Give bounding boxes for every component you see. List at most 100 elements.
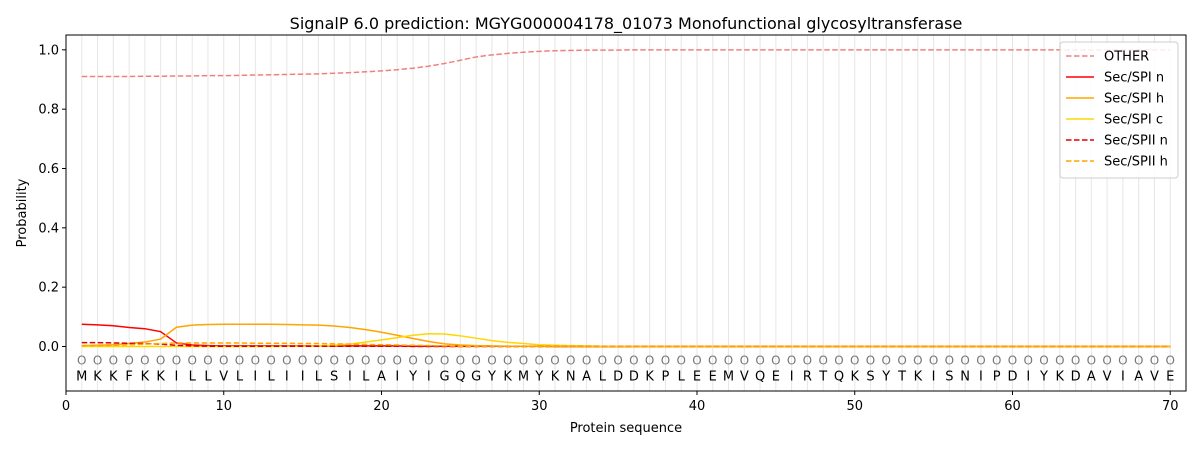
series-line-0 <box>81 49 1171 78</box>
residue-label: I <box>1026 370 1030 385</box>
residue-label: Y <box>408 370 417 385</box>
series-layer <box>81 49 1171 348</box>
residue-label: K <box>109 370 118 385</box>
x-axis-label: Protein sequence <box>570 421 682 436</box>
residue-label: L <box>204 370 212 385</box>
residue-label: G <box>440 370 450 385</box>
y-tick-label: 0.4 <box>38 221 59 236</box>
y-axis-label: Probability <box>15 178 30 247</box>
predicted-label: O <box>1071 353 1080 367</box>
residue-label: S <box>945 370 953 385</box>
plot-frame <box>65 34 1187 392</box>
predicted-label: O <box>945 353 954 367</box>
x-tick-label: 10 <box>215 399 232 414</box>
legend: OTHER Sec/SPI n Sec/SPI h Sec/SPI c Sec/SPII… <box>1059 41 1179 179</box>
predicted-label: O <box>93 353 102 367</box>
residue-label: V <box>1103 370 1112 385</box>
residue-label: Y <box>1039 370 1048 385</box>
predicted-label: O <box>992 353 1001 367</box>
residue-label: I <box>175 370 179 385</box>
residue-label: I <box>253 370 257 385</box>
legend-label: Sec/SPI n <box>1104 71 1164 86</box>
residue-label: D <box>613 370 623 385</box>
residue-label: L <box>189 370 197 385</box>
predicted-label: O <box>645 353 654 367</box>
residue-label: L <box>315 370 323 385</box>
predicted-label: O <box>834 353 843 367</box>
legend-label: Sec/SPI c <box>1104 113 1163 128</box>
legend-label: OTHER <box>1104 50 1149 65</box>
predicted-label: O <box>976 353 985 367</box>
residue-label: I <box>348 370 352 385</box>
predicted-label: O <box>1102 353 1111 367</box>
residue-label: K <box>1056 370 1065 385</box>
predicted-label: O <box>361 353 370 367</box>
grid-layer <box>81 35 1171 391</box>
x-tick-label: 60 <box>1004 399 1021 414</box>
residue-label: I <box>395 370 399 385</box>
residue-label: E <box>1166 370 1174 385</box>
legend-label: Sec/SPII n <box>1104 134 1168 149</box>
residue-label: I <box>427 370 431 385</box>
x-tick-label: 70 <box>1162 399 1179 414</box>
residue-label: I <box>979 370 983 385</box>
x-tick-label: 50 <box>846 399 863 414</box>
predicted-label: O <box>866 353 875 367</box>
predicted-label: O <box>487 353 496 367</box>
residue-label: I <box>1121 370 1125 385</box>
sequence-labels: OMOKOKOFOKOKOIOLOLOVOLOIOLOIOIOLOSOIOLOA… <box>76 353 1175 384</box>
predicted-label: O <box>251 353 260 367</box>
residue-label: F <box>125 370 132 385</box>
residue-label: Y <box>881 370 890 385</box>
predicted-label: O <box>1118 353 1127 367</box>
predicted-label: O <box>929 353 938 367</box>
predicted-label: O <box>109 353 118 367</box>
residue-label: V <box>219 370 228 385</box>
residue-label: Y <box>534 370 543 385</box>
y-tick-label: 0.2 <box>38 281 59 296</box>
residue-label: M <box>518 370 529 385</box>
predicted-label: O <box>724 353 733 367</box>
residue-label: K <box>914 370 923 385</box>
residue-label: T <box>818 370 827 385</box>
residue-label: L <box>236 370 244 385</box>
predicted-label: O <box>771 353 780 367</box>
legend-box <box>1059 41 1179 179</box>
y-tick-label: 1.0 <box>38 43 59 58</box>
predicted-label: O <box>629 353 638 367</box>
residue-label: K <box>503 370 512 385</box>
residue-label: L <box>267 370 275 385</box>
residue-label: M <box>76 370 87 385</box>
predicted-label: O <box>818 353 827 367</box>
residue-label: K <box>93 370 102 385</box>
predicted-label: O <box>566 353 575 367</box>
residue-label: T <box>897 370 906 385</box>
residue-label: V <box>740 370 749 385</box>
residue-label: A <box>582 370 591 385</box>
residue-label: E <box>693 370 701 385</box>
predicted-label: O <box>1087 353 1096 367</box>
y-tick-label: 0.8 <box>38 103 59 118</box>
predicted-label: O <box>692 353 701 367</box>
residue-label: E <box>709 370 717 385</box>
x-tick-label: 0 <box>62 399 70 414</box>
residue-label: N <box>960 370 970 385</box>
residue-label: L <box>362 370 370 385</box>
predicted-label: O <box>960 353 969 367</box>
residue-label: K <box>156 370 165 385</box>
x-tick-label: 30 <box>531 399 548 414</box>
predicted-label: O <box>1150 353 1159 367</box>
residue-label: A <box>377 370 386 385</box>
predicted-label: O <box>282 353 291 367</box>
predicted-label: O <box>661 353 670 367</box>
predicted-label: O <box>314 353 323 367</box>
residue-label: Q <box>755 370 765 385</box>
predicted-label: O <box>408 353 417 367</box>
series-line-3 <box>81 332 1171 348</box>
predicted-label: O <box>471 353 480 367</box>
predicted-label: O <box>1165 353 1174 367</box>
predicted-label: O <box>203 353 212 367</box>
predicted-label: O <box>787 353 796 367</box>
residue-label: K <box>551 370 560 385</box>
